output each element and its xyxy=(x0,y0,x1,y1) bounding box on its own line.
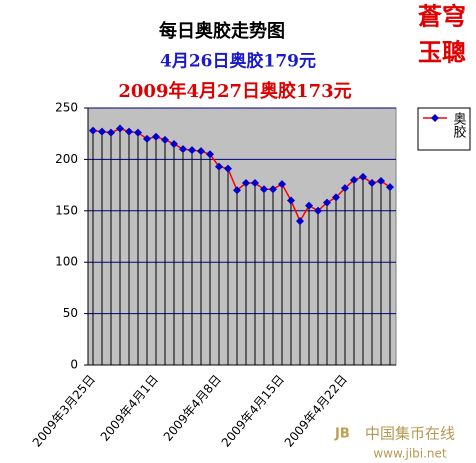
marker xyxy=(125,127,133,136)
chart-title: 每日奥胶走势图 xyxy=(159,20,285,42)
marker xyxy=(386,183,394,192)
marker xyxy=(377,176,385,185)
x-tick-label: 2009年4月1日 xyxy=(98,372,161,444)
x-tick-label: 2009年4月8日 xyxy=(161,372,224,444)
x-tick-label: 2009年4月15日 xyxy=(219,372,287,450)
legend-marker xyxy=(431,114,439,122)
y-tick-label: 250 xyxy=(55,101,78,115)
marker xyxy=(341,184,349,193)
marker xyxy=(89,126,97,135)
marker xyxy=(287,196,295,205)
watermark-badge: JB xyxy=(334,427,350,442)
marker xyxy=(107,128,115,137)
plot-area xyxy=(87,107,397,366)
marker xyxy=(278,180,286,189)
logo: 玉聰 xyxy=(418,38,466,67)
subtitle: 4月26日奥胶179元 xyxy=(160,51,316,72)
marker xyxy=(197,147,205,156)
marker xyxy=(143,134,151,143)
marker xyxy=(260,185,268,194)
marker xyxy=(215,162,223,171)
legend xyxy=(417,107,471,151)
marker xyxy=(98,127,106,136)
legend-label: 奥胶 xyxy=(451,112,467,139)
marker xyxy=(161,135,169,144)
marker xyxy=(152,132,160,141)
marker xyxy=(179,145,187,154)
watermark: 中国集币在线 xyxy=(365,425,455,443)
marker xyxy=(206,150,214,159)
marker xyxy=(269,185,277,194)
marker xyxy=(242,179,250,188)
logo: 蒼穹 xyxy=(418,2,466,31)
y-tick-label: 100 xyxy=(55,255,78,269)
series-line xyxy=(92,127,391,223)
y-tick-label: 0 xyxy=(70,358,78,372)
marker xyxy=(134,128,142,137)
marker xyxy=(233,186,241,195)
y-tick-label: 200 xyxy=(55,152,78,166)
marker xyxy=(305,201,313,210)
marker xyxy=(170,139,178,148)
marker xyxy=(314,206,322,215)
marker xyxy=(359,172,367,181)
marker xyxy=(188,146,196,155)
x-tick-label: 2009年3月25日 xyxy=(30,372,98,450)
marker xyxy=(296,217,304,226)
marker xyxy=(251,179,259,188)
marker xyxy=(224,164,232,173)
marker xyxy=(368,179,376,188)
marker xyxy=(323,198,331,207)
marker xyxy=(332,193,340,202)
subtitle: 2009年4月27日奥胶173元 xyxy=(118,80,351,102)
marker xyxy=(116,124,124,133)
y-tick-label: 50 xyxy=(63,306,78,320)
y-tick-label: 150 xyxy=(55,203,78,217)
marker xyxy=(350,175,358,184)
watermark: www.jibi.net xyxy=(373,447,447,461)
